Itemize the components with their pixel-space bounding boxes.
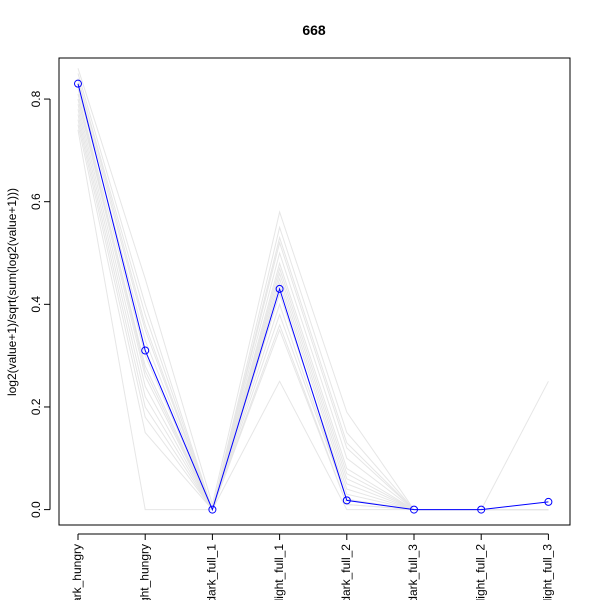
x-tick-label: light_full_2 <box>473 544 487 600</box>
highlight-point <box>342 496 351 505</box>
y-tick-label: 0.6 <box>29 193 43 210</box>
highlight-point <box>410 505 418 514</box>
highlight-series-group <box>74 79 553 514</box>
background-series-line <box>77 124 549 511</box>
y-tick-label: 0.4 <box>29 296 43 313</box>
x-tick-label: light_full_1 <box>272 544 286 600</box>
x-tick-label: dark_full_3 <box>406 544 420 600</box>
background-series-line <box>77 98 549 511</box>
x-tick-label: light_hungry <box>137 544 151 600</box>
highlight-series-line <box>77 83 549 512</box>
x-tick-label: dark_full_1 <box>205 544 219 600</box>
background-series-line <box>77 93 549 512</box>
y-tick-label: 0.2 <box>29 398 43 415</box>
background-series-line <box>77 93 549 512</box>
x-axis: dark_hungry light_hungry dark_full_1 light_… <box>70 533 555 600</box>
background-series-line <box>77 109 549 511</box>
background-series-group <box>77 68 549 512</box>
chart-title: 668 <box>302 22 326 38</box>
y-tick-label: 0.8 <box>29 90 43 107</box>
x-tick-label: light_full_3 <box>541 544 555 600</box>
x-tick-label: dark_hungry <box>70 544 84 600</box>
background-series-line <box>77 68 549 511</box>
highlight-point <box>275 284 284 293</box>
x-tick-label: dark_full_2 <box>339 544 353 600</box>
background-series-line <box>77 104 549 511</box>
y-axis-label: log2(value+1)/sqrt(sum(log2(value+1))) <box>5 188 19 396</box>
highlight-point <box>74 79 82 88</box>
plot-frame <box>58 57 571 526</box>
highlight-point <box>141 346 150 355</box>
highlight-point <box>208 505 217 514</box>
background-series-line <box>77 98 549 512</box>
highlight-point <box>477 505 486 514</box>
highlight-point <box>544 497 553 506</box>
y-tick-label: 0.0 <box>29 501 43 518</box>
y-axis: 0.0 0.2 0.4 0.6 0.8 <box>29 90 51 518</box>
background-series-line <box>77 129 549 511</box>
